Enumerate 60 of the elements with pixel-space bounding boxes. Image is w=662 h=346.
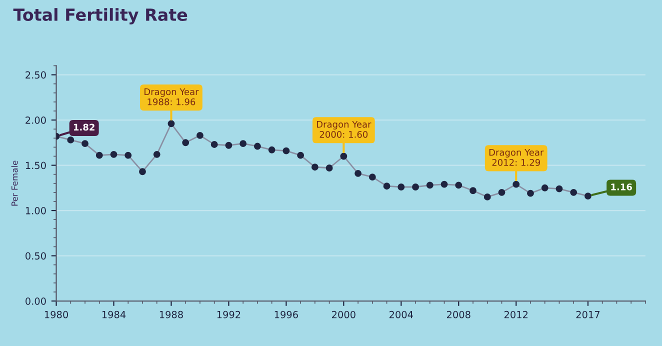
point <box>383 182 390 190</box>
point <box>440 180 448 188</box>
chart-title: Total Fertility Rate <box>13 8 188 24</box>
point <box>210 140 218 148</box>
annotation: 1.82 <box>74 124 94 131</box>
x-tick-label: 1996 <box>274 310 298 318</box>
point <box>340 152 348 160</box>
point <box>67 136 74 144</box>
x-tick-label: 2000 <box>332 310 356 318</box>
point <box>470 187 476 194</box>
point <box>311 164 318 171</box>
annotation: Dragon Year 1988: 1.96 <box>144 88 199 106</box>
point <box>153 150 160 158</box>
point <box>426 182 434 189</box>
point <box>96 152 103 159</box>
point <box>82 140 88 148</box>
point <box>139 168 146 176</box>
point <box>297 152 304 159</box>
point <box>556 185 563 192</box>
y-tick-label: 2.50 <box>26 71 46 79</box>
x-tick-label: 2017 <box>576 310 600 318</box>
point <box>282 147 290 154</box>
annotation: Dragon Year 2012: 1.29 <box>489 149 544 166</box>
point <box>225 142 232 149</box>
point <box>124 152 132 159</box>
x-tick-label: 1992 <box>217 310 240 318</box>
point <box>498 188 506 196</box>
point <box>527 190 534 197</box>
y-tick-label: 1.00 <box>26 207 46 214</box>
point <box>512 180 520 188</box>
x-tick-label: 1984 <box>102 310 126 318</box>
y-tick-label: 0.00 <box>26 298 46 305</box>
annotation: 1.16 <box>611 184 632 190</box>
point <box>570 188 578 196</box>
point <box>110 150 118 158</box>
point <box>326 164 333 172</box>
x-tick-label: 2004 <box>389 310 413 318</box>
y-tick-label: 2.00 <box>26 116 46 124</box>
point <box>398 184 405 190</box>
y-tick-label: 1.50 <box>26 162 46 170</box>
point <box>484 193 491 200</box>
x-tick-label: 2008 <box>446 310 470 318</box>
point <box>412 184 419 190</box>
point <box>584 192 592 200</box>
y-axis-title: Per Female <box>11 160 18 206</box>
point <box>268 146 276 154</box>
x-tick-label: 1988 <box>160 310 183 318</box>
x-tick-label: 2012 <box>504 310 528 318</box>
point <box>368 174 376 181</box>
point <box>240 140 247 148</box>
point <box>254 142 261 150</box>
annotation: Dragon Year 2000: 1.60 <box>316 120 372 138</box>
point <box>168 120 175 128</box>
point <box>196 132 204 139</box>
point <box>354 170 362 177</box>
x-tick-label: 1980 <box>44 310 68 318</box>
y-tick-label: 0.50 <box>26 252 46 260</box>
point <box>455 182 462 189</box>
point <box>182 139 190 146</box>
point <box>541 184 548 192</box>
